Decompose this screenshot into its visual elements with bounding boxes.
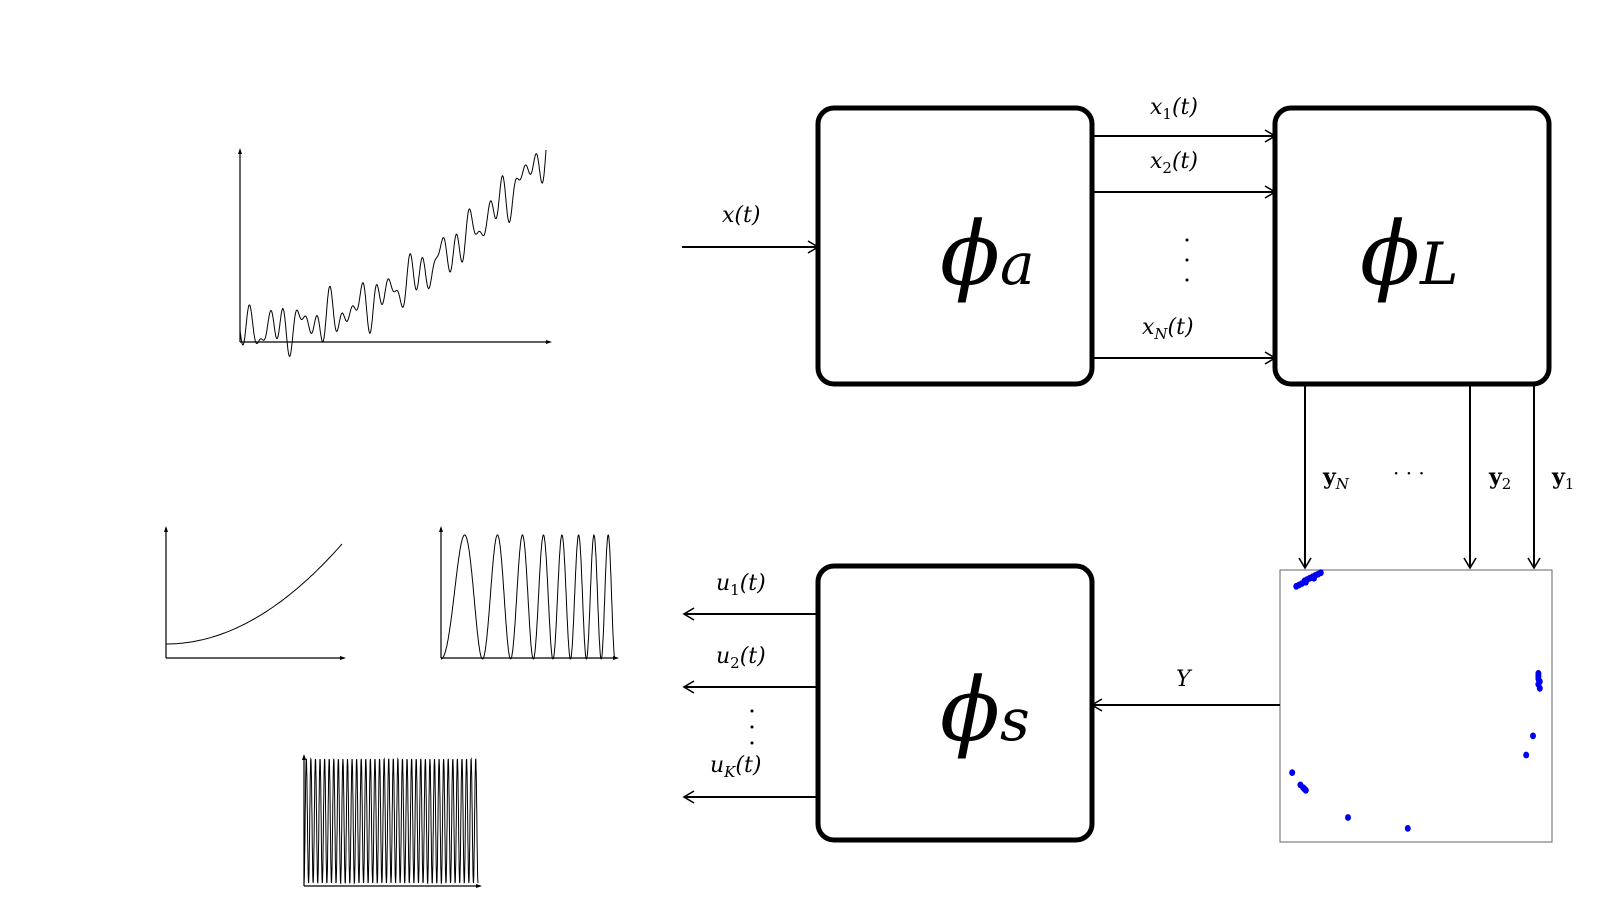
xN-arrow-head bbox=[1264, 351, 1277, 365]
Y-arrow-head bbox=[1090, 698, 1103, 712]
u2-label: u2(t) bbox=[716, 644, 766, 672]
input-plot-y-arrow bbox=[238, 148, 242, 154]
synthesis-block bbox=[815, 563, 1095, 843]
yN-label: yN bbox=[1322, 464, 1350, 493]
lifting-block-symbol: ϕL bbox=[1360, 202, 1459, 305]
scatter-point bbox=[1289, 769, 1296, 776]
input-signal-curve bbox=[239, 149, 547, 358]
x1-label: x1(t) bbox=[1150, 95, 1198, 123]
x2-label: x2(t) bbox=[1150, 149, 1198, 177]
component3-x-arrow bbox=[476, 884, 482, 888]
component3-curve bbox=[303, 757, 479, 885]
component-plot-1 bbox=[164, 526, 346, 660]
input-arrow-head bbox=[807, 240, 820, 254]
input-plot-x-arrow bbox=[546, 340, 552, 344]
u1-arrow-head bbox=[682, 607, 695, 621]
scatter-point bbox=[1311, 574, 1317, 582]
input-label: x(t) bbox=[722, 203, 760, 228]
u1-label: u1(t) bbox=[716, 571, 766, 599]
Y-label: Y bbox=[1176, 667, 1193, 692]
u2-arrow-head bbox=[682, 680, 695, 694]
x1-arrow-head bbox=[1264, 129, 1277, 143]
y1-label: y1 bbox=[1551, 464, 1574, 493]
scatter-point bbox=[1536, 684, 1543, 692]
yN-arrow-head bbox=[1298, 557, 1312, 570]
component2-y-arrow bbox=[439, 526, 443, 532]
uK-arrow-head bbox=[682, 790, 695, 804]
embedding-scatter-panel bbox=[1279, 569, 1553, 843]
x2-arrow-head bbox=[1264, 185, 1277, 199]
xN-label: xN(t) bbox=[1142, 315, 1194, 343]
u-vertical-dots bbox=[750, 709, 754, 745]
scatter-point bbox=[1523, 751, 1530, 759]
scatter-point bbox=[1301, 785, 1308, 793]
component3-y-arrow bbox=[302, 754, 306, 760]
scatter-point bbox=[1345, 814, 1351, 821]
component2-curve bbox=[440, 534, 616, 660]
analysis-block-symbol: ϕa bbox=[940, 202, 1035, 305]
y2-label: y2 bbox=[1488, 464, 1511, 493]
synthesis-block-symbol: ϕs bbox=[940, 658, 1030, 761]
y-horizontal-dots: · · · bbox=[1393, 461, 1425, 485]
scatter-point bbox=[1530, 732, 1536, 740]
input-signal-plot bbox=[238, 148, 552, 358]
uK-label: uK(t) bbox=[710, 753, 761, 781]
scatter-point bbox=[1317, 569, 1324, 577]
y2-arrow-head bbox=[1463, 557, 1477, 570]
x-vertical-dots bbox=[1185, 238, 1189, 282]
scatter-point bbox=[1302, 578, 1309, 586]
scatter-point bbox=[1404, 825, 1411, 832]
component1-y-arrow bbox=[164, 526, 168, 532]
component-plot-2 bbox=[439, 526, 619, 660]
component1-x-arrow bbox=[340, 656, 346, 660]
lifting-block bbox=[1272, 105, 1552, 387]
embedding-scatter-points bbox=[1289, 569, 1543, 832]
component1-curve bbox=[166, 543, 343, 645]
component-plot-3 bbox=[302, 754, 482, 888]
y1-arrow-head bbox=[1527, 557, 1541, 570]
